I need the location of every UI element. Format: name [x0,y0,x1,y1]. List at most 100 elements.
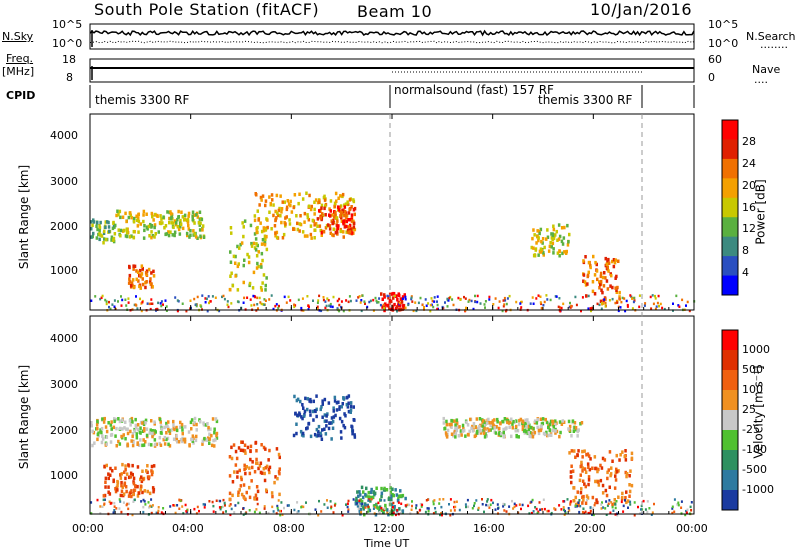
echo-cell [594,501,597,505]
echo-cell [115,213,118,218]
echo-cell [136,484,139,489]
echo-cell [336,232,339,236]
echo-cell [339,229,342,233]
echo-cell [468,298,471,302]
echo-cell [625,490,628,494]
echo-cell [342,235,345,239]
echo-cell [307,218,311,222]
echo-cell [293,394,296,399]
echo-cell [314,508,317,511]
echo-cell [364,302,366,305]
echo-cell [238,488,241,492]
echo-cell [264,447,267,451]
echo-cell [459,298,462,301]
echo-cell [554,419,557,423]
echo-cell [581,510,584,514]
echo-cell [192,441,195,445]
echo-cell [385,488,389,492]
echo-cell [327,401,331,405]
nsearch-dots: ........ [760,38,788,51]
echo-cell [341,514,344,517]
echo-cell [95,423,99,427]
echo-cell [321,212,324,216]
echo-cell [210,433,213,438]
date-label: 10/Jan/2016 [590,0,693,19]
echo-cell [181,439,184,444]
echo-cell [262,445,266,450]
echo-cell [325,419,328,423]
echo-cell [301,230,305,234]
echo-cell [222,294,225,298]
echo-cell [622,510,625,513]
echo-cell [193,297,196,301]
echo-cell [511,426,515,430]
echo-cell [444,301,446,304]
echo-cell [207,425,210,430]
echo-cell [462,426,465,431]
echo-cell [313,236,316,240]
echo-cell [432,512,435,515]
echo-cell [511,499,513,503]
echo-cell [108,492,112,496]
echo-cell [455,421,459,426]
echo-cell [159,424,163,428]
echo-cell [583,280,587,284]
echo-cell [218,506,221,509]
echo-cell [136,427,140,432]
xtick-3: 12:00 [373,522,405,535]
echo-cell [260,198,263,202]
echo-cell [550,433,553,437]
echo-cell [619,453,622,457]
echo-cell [256,489,260,494]
echo-cell [246,252,249,257]
echo-cell [130,439,133,443]
echo-cell [623,297,626,300]
echo-cell [132,235,135,240]
echo-cell [119,215,122,220]
echo-cell [653,502,655,506]
echo-cell [332,511,335,514]
echo-cell [101,437,105,441]
echo-cell [601,483,605,488]
echo-cell [473,504,475,508]
echo-cell [316,305,319,309]
beam-label: Beam 10 [357,2,433,21]
echo-cell [534,248,537,252]
echo-cell [260,302,263,306]
echo-cell [182,438,186,442]
echo-cell [574,428,577,432]
echo-cell [445,435,449,439]
echo-cell [248,509,251,512]
echo-cell [574,495,577,500]
echo-cell [654,297,657,300]
echo-cell [538,231,541,236]
velocity-colorbar-tick: 500 [742,363,763,376]
echo-cell [429,303,432,307]
echo-cell [178,498,181,502]
echo-cell [690,501,693,504]
echo-cell [557,237,561,241]
echo-cell [671,505,674,508]
echo-cell [283,295,286,299]
echo-cell [354,502,358,506]
echo-cell [284,224,287,228]
echo-cell [308,193,311,198]
echo-cell [260,471,264,475]
echo-cell [130,281,134,285]
echo-cell [117,228,120,232]
echo-cell [210,443,214,448]
echo-cell [570,304,573,308]
echo-cell [179,420,182,425]
echo-cell [252,241,256,246]
echo-cell [107,220,110,225]
echo-cell [505,302,508,306]
echo-cell [471,424,474,429]
echo-cell [90,512,93,515]
echo-cell [418,509,421,512]
echo-cell [395,305,399,309]
echo-cell [644,508,647,511]
echo-cell [254,248,258,252]
echo-cell [202,421,205,425]
echo-cell [583,511,586,515]
echo-cell [451,298,454,301]
